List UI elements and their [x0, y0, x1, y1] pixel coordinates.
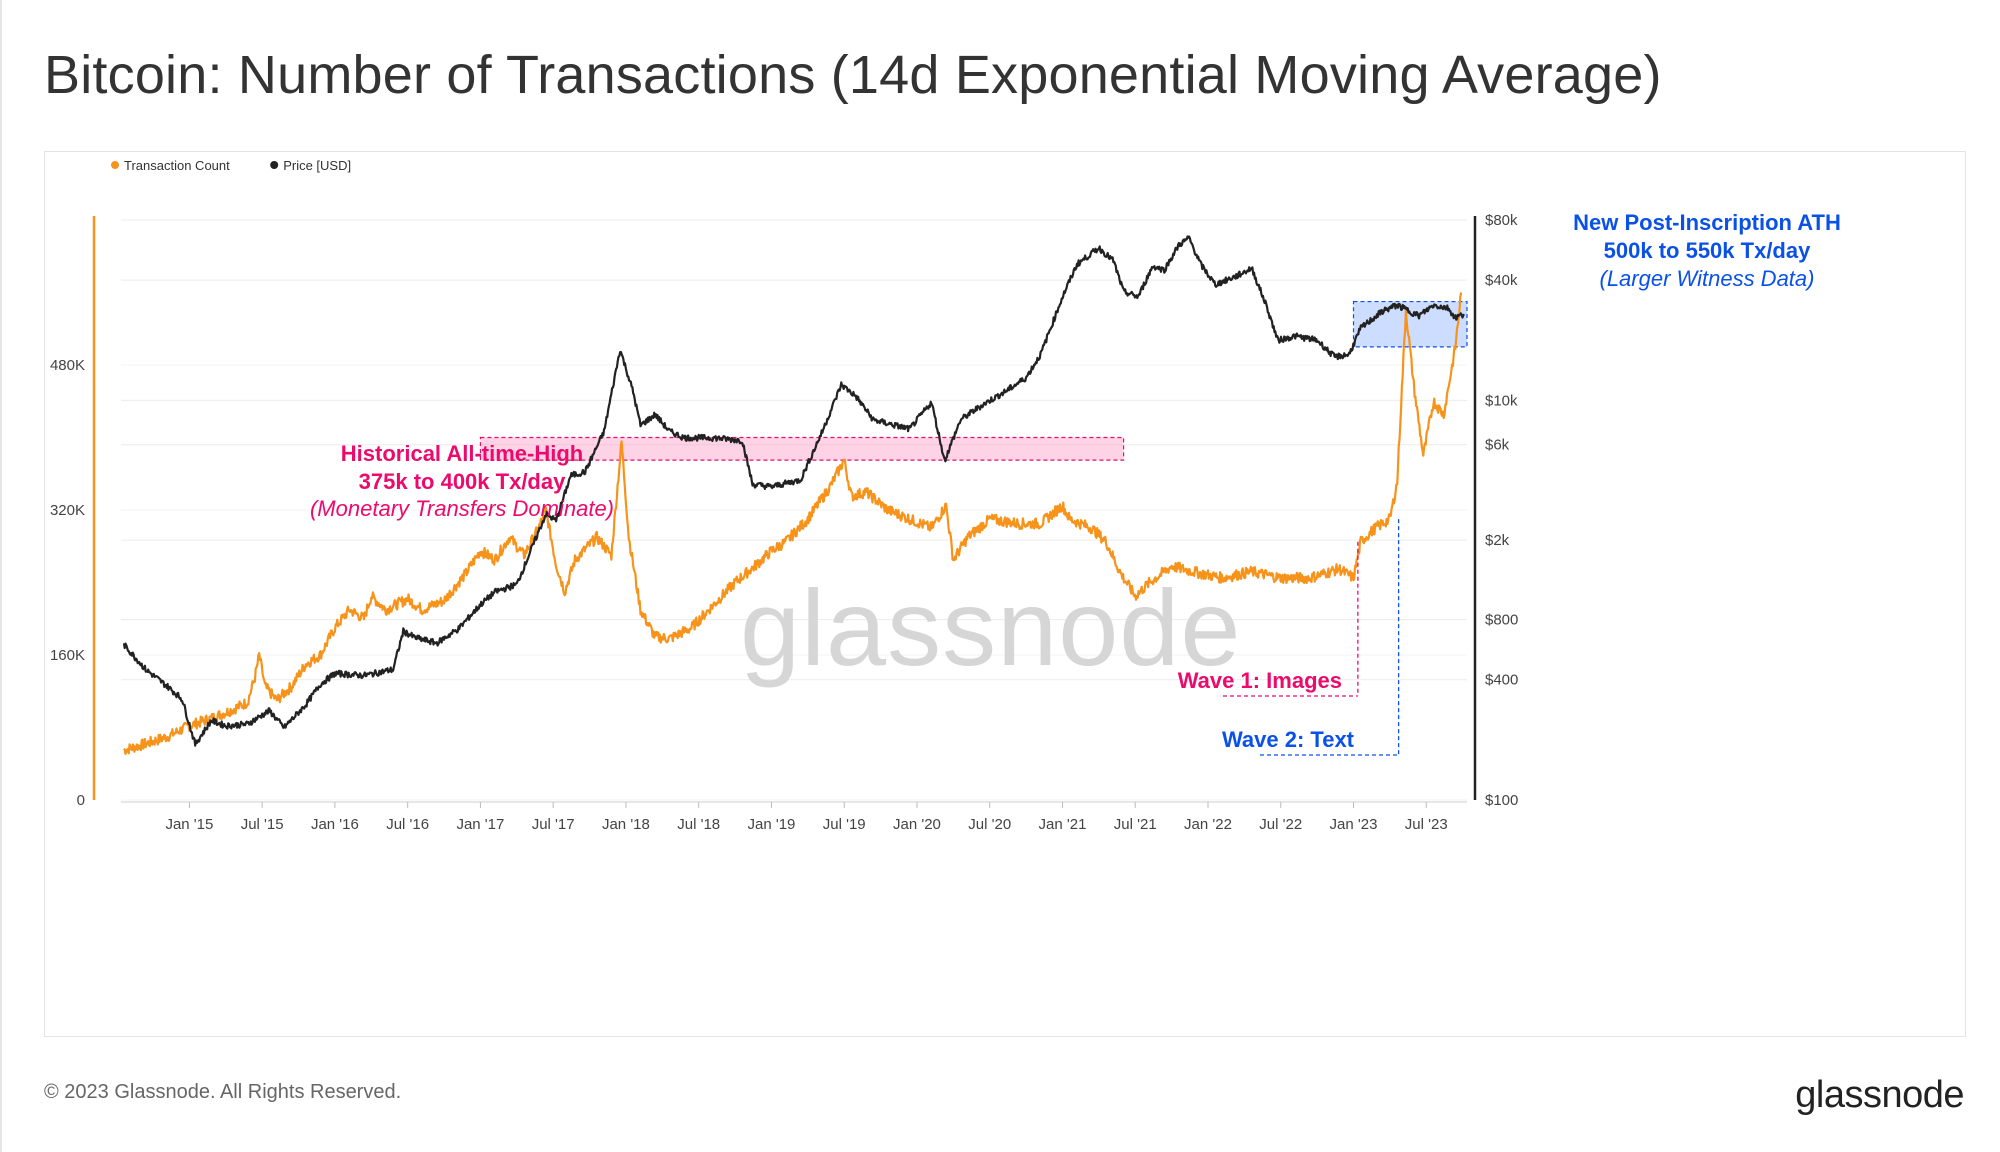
grid-layer: [121, 219, 1467, 801]
y-right-tick-label: $400: [1485, 672, 1518, 689]
price-usd-line: [122, 235, 1466, 747]
watermark-text: glassnode: [740, 567, 1241, 688]
wave2-label: Wave 2: Text: [1222, 727, 1355, 752]
y-right-tick-label: $6k: [1485, 437, 1510, 454]
legend: Transaction Count Price [USD]: [111, 158, 351, 173]
transaction-count-line: [123, 292, 1463, 755]
new-ath-note: (Larger Witness Data): [1600, 266, 1815, 291]
y-left-tick-label: 160K: [50, 647, 85, 664]
x-tick-label: Jul '22: [1259, 816, 1302, 833]
x-tick-label: Jul '19: [823, 816, 866, 833]
historical-ath-band: [479, 436, 1125, 461]
historical-ath-note: (Monetary Transfers Dominate): [310, 496, 614, 521]
y-right-tick-label: $10k: [1485, 392, 1518, 409]
page-left-rule: [0, 0, 2, 1152]
historical-ath-range: 375k to 400k Tx/day: [359, 469, 566, 494]
x-tick-label: Jul '16: [386, 816, 429, 833]
legend-swatch: [111, 161, 119, 169]
x-tick-label: Jan '23: [1330, 816, 1378, 833]
y-left-tick-label: 320K: [50, 502, 85, 519]
x-tick-label: Jul '20: [968, 816, 1011, 833]
y-right-tick-label: $2k: [1485, 532, 1510, 549]
y-right-tick-label: $80k: [1485, 212, 1518, 229]
x-tick-label: Jan '21: [1039, 816, 1087, 833]
new-ath-title: New Post-Inscription ATH: [1573, 210, 1841, 235]
y-left-tick-label: 0: [77, 792, 85, 809]
chart-svg: glassnode 0 160K 320K 480K $100 $400 $800 $2k $6…: [50, 158, 1841, 833]
x-tick-label: Jan '17: [456, 816, 504, 833]
legend-label: Transaction Count: [124, 158, 230, 173]
x-tick-label: Jul '15: [241, 816, 284, 833]
legend-label: Price [USD]: [283, 158, 351, 173]
x-tick-label: Jul '21: [1114, 816, 1157, 833]
wave1-label: Wave 1: Images: [1178, 668, 1342, 693]
series-layer: [122, 235, 1466, 755]
x-tick-label: Jan '18: [602, 816, 650, 833]
annotation-labels: Wave 1: Images Wave 2: Text Historical All…: [310, 210, 1841, 756]
new-ath-range: 500k to 550k Tx/day: [1604, 238, 1811, 263]
y-right-tick-label: $40k: [1485, 272, 1518, 289]
axis-layer: 0 160K 320K 480K $100 $400 $800 $2k $6k $10k $40k $…: [50, 212, 1518, 833]
legend-swatch: [270, 161, 279, 169]
y-right-tick-label: $100: [1485, 792, 1518, 809]
x-tick-label: Jan '16: [311, 816, 359, 833]
chart-panel: glassnode 0 160K 320K 480K $100 $400 $800 $2k $6…: [44, 151, 1966, 1037]
x-tick-label: Jul '17: [532, 816, 575, 833]
page-title: Bitcoin: Number of Transactions (14d Exp…: [44, 45, 1662, 105]
x-tick-label: Jan '19: [747, 816, 795, 833]
y-left-tick-label: 480K: [50, 357, 85, 374]
historical-ath-title: Historical All-time-High: [341, 441, 583, 466]
x-tick-label: Jan '20: [893, 816, 941, 833]
footer-copyright: © 2023 Glassnode. All Rights Reserved.: [44, 1081, 402, 1103]
x-tick-label: Jan '22: [1184, 816, 1232, 833]
x-tick-label: Jan '15: [165, 816, 213, 833]
footer-logo[interactable]: glassnode: [1795, 1074, 1964, 1116]
x-tick-label: Jul '23: [1405, 816, 1448, 833]
y-right-tick-label: $800: [1485, 612, 1518, 629]
x-tick-label: Jul '18: [677, 816, 720, 833]
